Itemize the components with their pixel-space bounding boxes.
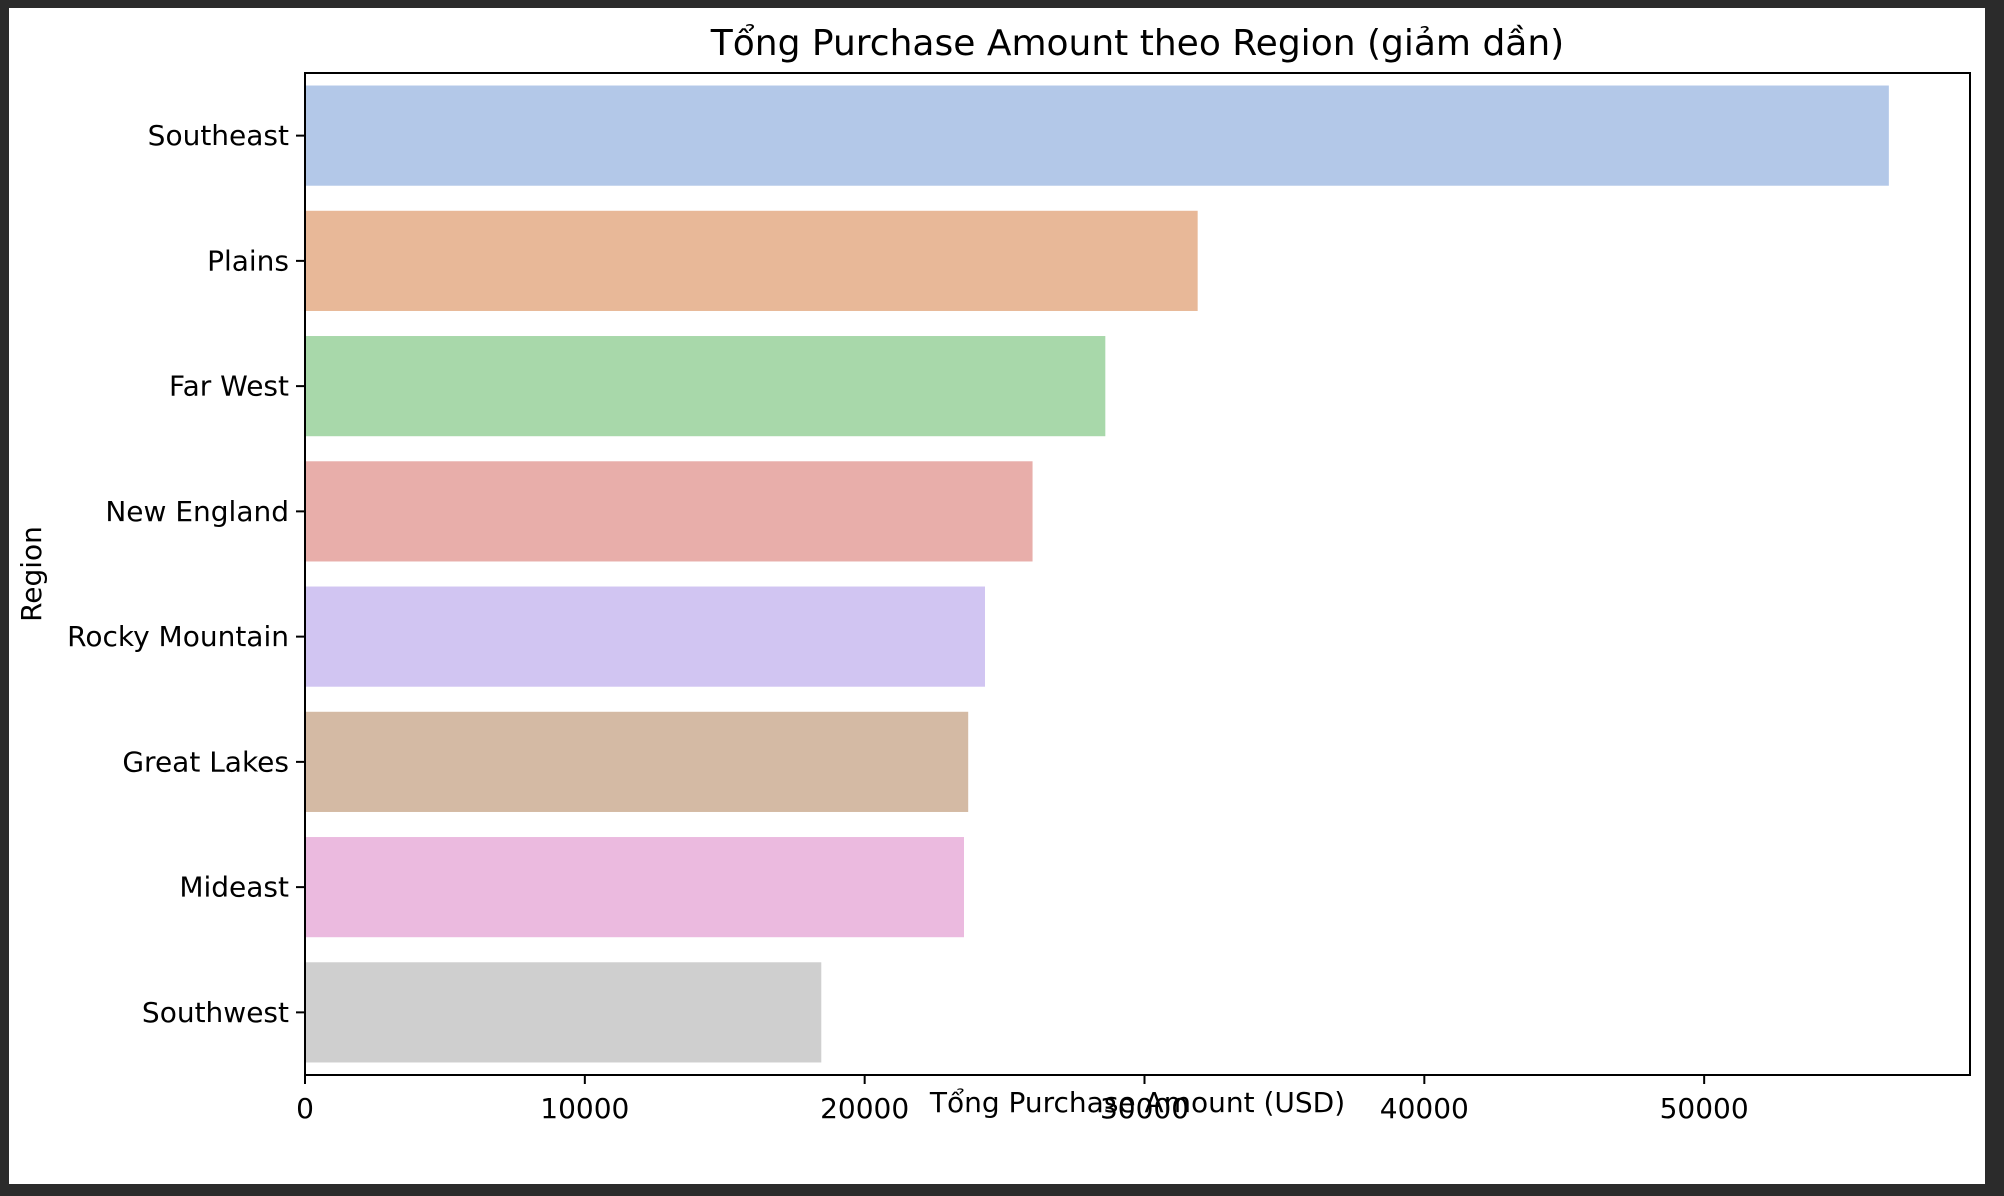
bar-rocky-mountain <box>305 586 985 687</box>
y-axis-label: Region <box>15 526 48 622</box>
chart-frame: Tổng Purchase Amount theo Region (giảm d… <box>9 8 1985 1184</box>
x-tick-label: 0 <box>296 1092 314 1125</box>
x-tick-label: 20000 <box>820 1092 909 1125</box>
x-tick-label: 40000 <box>1380 1092 1469 1125</box>
bar-new-england <box>305 461 1033 562</box>
bars <box>305 85 1889 1063</box>
y-tick-label: Far West <box>169 370 289 403</box>
y-tick-label: Plains <box>207 244 289 277</box>
x-tick-label: 30000 <box>1100 1092 1189 1125</box>
bar-southeast <box>305 85 1889 186</box>
bar-southwest <box>305 962 822 1063</box>
x-tick-label: 10000 <box>540 1092 629 1125</box>
y-tick-label: Southeast <box>148 119 289 152</box>
chart-title: Tổng Purchase Amount theo Region (giảm d… <box>710 23 1564 64</box>
y-axis: Southeast Plains Far West New England Rocky … <box>67 119 305 1029</box>
bar-far-west <box>305 336 1106 437</box>
y-tick-label: Southwest <box>142 996 289 1029</box>
y-tick-label: Rocky Mountain <box>67 620 289 653</box>
bar-great-lakes <box>305 711 969 812</box>
y-tick-label: Mideast <box>179 871 289 904</box>
x-tick-label: 50000 <box>1660 1092 1749 1125</box>
plot-area <box>304 72 1971 1076</box>
bar-plains <box>305 210 1198 311</box>
x-axis-label: Tổng Purchase Amount (USD) <box>929 1086 1345 1119</box>
y-tick-label: New England <box>105 495 289 528</box>
bar-mideast <box>305 837 965 938</box>
y-tick-label: Great Lakes <box>122 745 289 778</box>
bar-chart: Tổng Purchase Amount theo Region (giảm d… <box>15 23 1971 1125</box>
x-axis: 0 10000 20000 30000 40000 50000 <box>296 1075 1749 1125</box>
